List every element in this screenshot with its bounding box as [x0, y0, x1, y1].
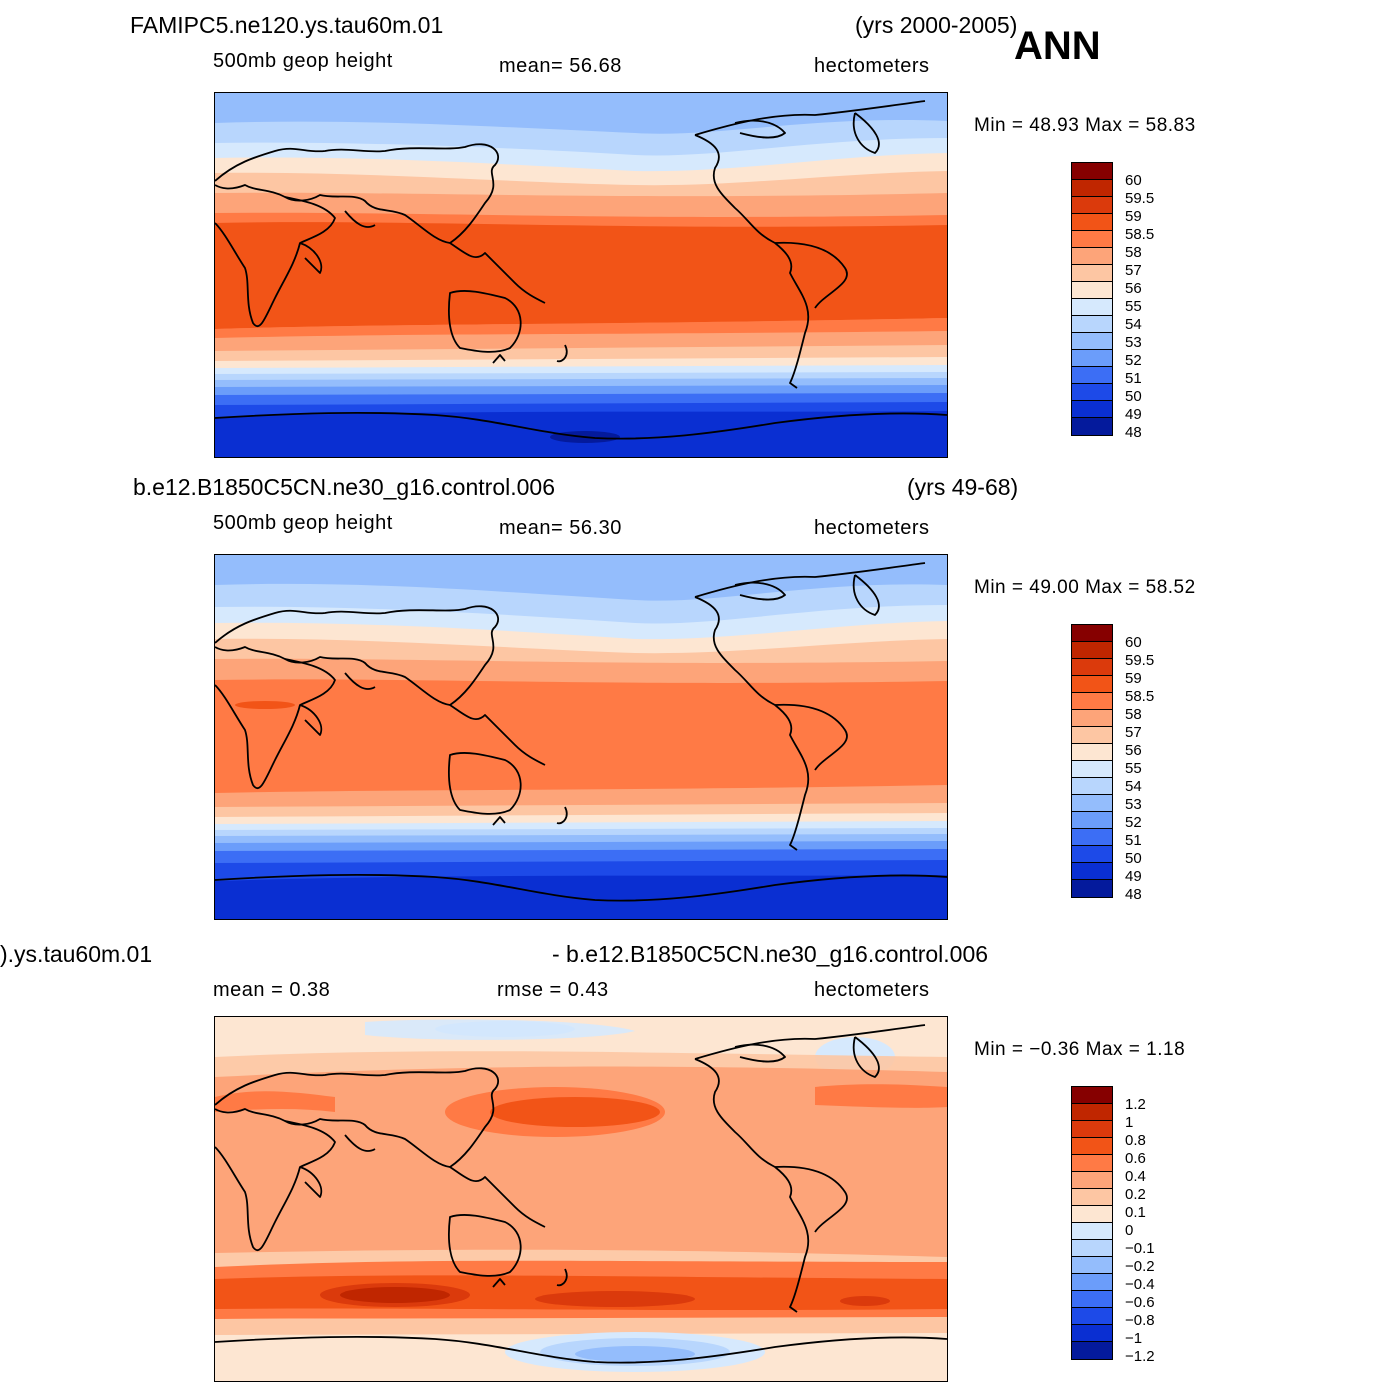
- variable-label: 500mb geop height: [213, 512, 393, 534]
- colorbar-tick: 59: [1125, 208, 1142, 225]
- colorbar-tick: 55: [1125, 760, 1142, 777]
- colorbar-tick: 57: [1125, 724, 1142, 741]
- colorbar-tick: 48: [1125, 886, 1142, 903]
- colorbar-tick: 59.5: [1125, 190, 1155, 207]
- colorbar-tick: 59: [1125, 670, 1142, 687]
- variable-label: 500mb geop height: [213, 50, 393, 72]
- panel-title: FAMIPC5.ne120.ys.tau60m.01: [130, 12, 444, 38]
- contour-map: [215, 93, 947, 457]
- colorbar-tick: 50: [1125, 388, 1142, 405]
- colorbar-tick: 57: [1125, 262, 1142, 279]
- colorbar-tick: 0.8: [1125, 1132, 1146, 1149]
- colorbar-tick: 56: [1125, 742, 1142, 759]
- colorbar-tick: 52: [1125, 814, 1142, 831]
- colorbar-tick: −0.1: [1125, 1240, 1155, 1257]
- colorbar: 1.2 1 0.8 0.6 0.4 0.2 0.1 0 −0.1 −0.2 −0…: [1071, 1086, 1155, 1365]
- colorbar-tick: 0.6: [1125, 1150, 1146, 1167]
- mean-label: mean = 0.38: [213, 979, 331, 1001]
- colorbar-tick: 51: [1125, 832, 1142, 849]
- map-field: [214, 1016, 948, 1382]
- colorbar-swatches: [1071, 162, 1113, 436]
- mean-label: mean= 56.30: [499, 517, 622, 539]
- colorbar-tick: 49: [1125, 406, 1142, 423]
- map-field: [214, 554, 948, 920]
- map-field: [214, 92, 948, 458]
- colorbar-tick: 54: [1125, 778, 1142, 795]
- colorbar-tick: −0.2: [1125, 1258, 1155, 1275]
- colorbar-tick: 52: [1125, 352, 1142, 369]
- colorbar: 60 59.5 59 58.5 58 57 56 55 54 53 52 51 …: [1071, 162, 1154, 441]
- rmse-label: rmse = 0.43: [497, 979, 609, 1001]
- units-label: hectometers: [814, 979, 930, 1001]
- colorbar-tick: −0.6: [1125, 1294, 1155, 1311]
- colorbar-tick: 60: [1125, 634, 1142, 651]
- min-max-label: Min = 49.00 Max = 58.52: [974, 577, 1196, 598]
- panel-title: b.e12.B1850C5CN.ne30_g16.control.006: [133, 474, 555, 500]
- min-max-label: Min = −0.36 Max = 1.18: [974, 1039, 1186, 1060]
- colorbar-tick: 1.2: [1125, 1096, 1146, 1113]
- colorbar-tick: 51: [1125, 370, 1142, 387]
- mean-label: mean= 56.68: [499, 55, 622, 77]
- colorbar-tick: 58: [1125, 706, 1142, 723]
- season-label: ANN: [1014, 24, 1101, 68]
- colorbar-tick: 53: [1125, 334, 1142, 351]
- colorbar-tick: 56: [1125, 280, 1142, 297]
- colorbar-tick: 0.4: [1125, 1168, 1146, 1185]
- colorbar-tick: 0.2: [1125, 1186, 1146, 1203]
- colorbar-tick: 55: [1125, 298, 1142, 315]
- panel-years: (yrs 49-68): [907, 474, 1019, 500]
- colorbar-tick: −0.4: [1125, 1276, 1155, 1293]
- colorbar: 60 59.5 59 58.5 58 57 56 55 54 53 52 51 …: [1071, 624, 1154, 903]
- colorbar-tick: 54: [1125, 316, 1142, 333]
- colorbar-tick: 48: [1125, 424, 1142, 441]
- colorbar-tick: 60: [1125, 172, 1142, 189]
- colorbar-swatches: [1071, 1086, 1113, 1360]
- colorbar-tick: 58.5: [1125, 226, 1155, 243]
- panel-title-right: - b.e12.B1850C5CN.ne30_g16.control.006: [552, 941, 989, 967]
- colorbar-tick: 0: [1125, 1222, 1134, 1239]
- colorbar-tick: −1: [1125, 1330, 1143, 1347]
- min-max-label: Min = 48.93 Max = 58.83: [974, 115, 1196, 136]
- colorbar-tick: 50: [1125, 850, 1142, 867]
- contour-map: [215, 555, 947, 919]
- colorbar-swatches: [1071, 624, 1113, 898]
- panel-years: (yrs 2000-2005): [855, 12, 1018, 38]
- colorbar-tick: 1: [1125, 1114, 1134, 1131]
- units-label: hectometers: [814, 517, 930, 539]
- panel-title: ).ys.tau60m.01: [0, 941, 153, 967]
- colorbar-tick: 59.5: [1125, 652, 1155, 669]
- colorbar-tick: 58.5: [1125, 688, 1155, 705]
- colorbar-tick: 53: [1125, 796, 1142, 813]
- colorbar-tick: 58: [1125, 244, 1142, 261]
- colorbar-tick: −1.2: [1125, 1348, 1155, 1365]
- units-label: hectometers: [814, 55, 930, 77]
- colorbar-tick: −0.8: [1125, 1312, 1155, 1329]
- colorbar-tick: 0.1: [1125, 1204, 1146, 1221]
- contour-map: [215, 1017, 947, 1381]
- colorbar-tick: 49: [1125, 868, 1142, 885]
